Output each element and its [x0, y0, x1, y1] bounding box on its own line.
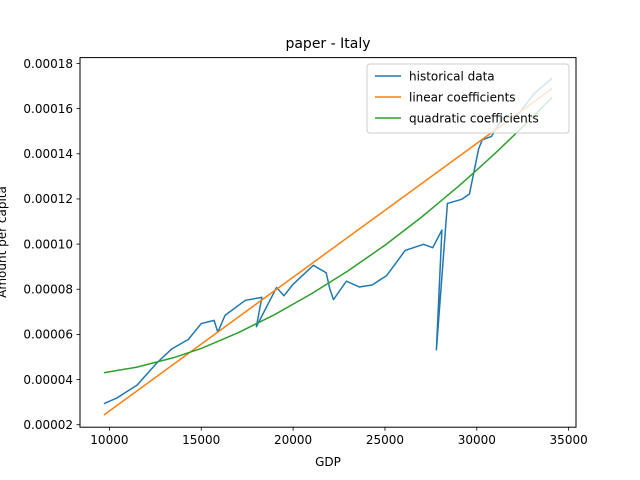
axes-frame: [79, 57, 577, 428]
legend: historical data linear coefficients quadra…: [366, 63, 570, 134]
x-tick-label: 10000: [90, 433, 128, 447]
y-axis-label: Amount per capita: [0, 186, 9, 298]
y-tick-label: 0.00002: [23, 418, 73, 432]
y-tick-label: 0.00018: [23, 57, 73, 71]
legend-label-0: historical data: [409, 69, 495, 83]
series-line-1: [103, 87, 553, 416]
y-tick-label: 0.00016: [23, 102, 73, 116]
x-axis: 10000 15000 20000 25000 30000 35000: [90, 427, 588, 447]
y-tick-label: 0.00006: [23, 328, 73, 342]
legend-box: [366, 63, 570, 134]
y-axis: 0.00002 0.00004 0.00006 0.00008 0.00010 0.000…: [23, 57, 80, 432]
y-tick-label: 0.00008: [23, 283, 73, 297]
x-axis-label: GDP: [315, 455, 341, 469]
legend-label-2: quadratic coefficients: [409, 111, 539, 125]
x-tick-label: 30000: [458, 433, 496, 447]
x-tick-label: 25000: [366, 433, 404, 447]
series-line-2: [103, 96, 553, 374]
y-tick-label: 0.00012: [23, 192, 73, 206]
legend-label-1: linear coefficients: [409, 90, 516, 104]
chart-title: paper - Italy: [285, 36, 370, 52]
x-tick-label: 20000: [274, 433, 312, 447]
y-tick-label: 0.00014: [23, 147, 73, 161]
x-tick-label: 35000: [550, 433, 588, 447]
y-tick-label: 0.00010: [23, 237, 73, 251]
plot-area: [103, 77, 553, 416]
x-tick-label: 15000: [182, 433, 220, 447]
series-line-0: [103, 77, 553, 405]
y-tick-label: 0.00004: [23, 373, 73, 387]
